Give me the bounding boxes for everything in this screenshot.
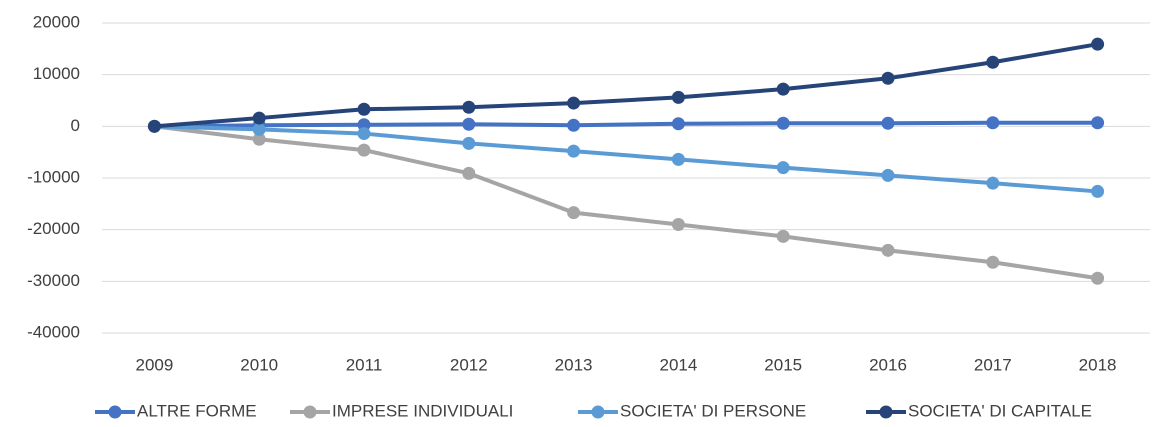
y-tick-label: 0 — [71, 116, 80, 135]
legend-marker — [303, 405, 317, 419]
legend-marker — [879, 405, 893, 419]
y-tick-label: -30000 — [27, 271, 80, 290]
data-point — [1091, 37, 1105, 51]
data-point — [567, 96, 581, 110]
data-point — [357, 127, 371, 141]
data-point — [1091, 116, 1105, 130]
legend-label: SOCIETA' DI PERSONE — [620, 401, 806, 420]
data-point — [776, 82, 790, 96]
series-line — [154, 120, 1098, 129]
legend-label: IMPRESE INDIVIDUALI — [332, 401, 513, 420]
x-tick-label: 2015 — [764, 355, 802, 374]
y-tick-label: -20000 — [27, 219, 80, 238]
data-point — [1091, 271, 1105, 285]
data-point — [671, 117, 685, 131]
data-point — [986, 176, 1000, 190]
x-tick-label: 2011 — [346, 355, 383, 374]
data-point — [776, 161, 790, 175]
y-tick-label: -10000 — [27, 167, 80, 186]
data-point — [357, 102, 371, 116]
y-tick-label: 10000 — [33, 64, 80, 83]
data-point — [252, 111, 266, 125]
data-point — [1091, 184, 1105, 198]
data-point — [986, 255, 1000, 269]
data-point — [776, 116, 790, 130]
x-tick-label: 2009 — [135, 355, 173, 374]
data-point — [567, 144, 581, 158]
series-line — [154, 124, 1098, 281]
data-point — [881, 71, 895, 85]
x-tick-label: 2013 — [555, 355, 593, 374]
x-tick-label: 2017 — [974, 355, 1012, 374]
data-point — [567, 206, 581, 220]
legend-label: ALTRE FORME — [137, 401, 257, 420]
series-line — [154, 124, 1098, 194]
x-tick-label: 2012 — [450, 355, 488, 374]
x-tick-label: 2010 — [240, 355, 278, 374]
y-tick-label: 20000 — [33, 12, 80, 31]
data-point — [986, 116, 1000, 130]
y-tick-label: -40000 — [27, 322, 80, 341]
legend-marker — [591, 405, 605, 419]
data-point — [462, 100, 476, 114]
data-point — [462, 166, 476, 180]
x-tick-label: 2014 — [659, 355, 697, 374]
data-point — [986, 55, 1000, 69]
x-tick-label: 2016 — [869, 355, 907, 374]
data-point — [671, 218, 685, 231]
data-point — [567, 118, 581, 132]
series-line — [154, 42, 1098, 129]
data-point — [357, 143, 371, 157]
data-point — [462, 136, 476, 150]
data-point — [147, 119, 161, 133]
data-point — [776, 229, 790, 243]
legend-label: SOCIETA' DI CAPITALE — [908, 401, 1092, 420]
data-point — [881, 243, 895, 257]
data-point — [252, 122, 266, 136]
legend-marker — [108, 405, 122, 419]
data-point — [252, 132, 266, 146]
x-tick-label: 2018 — [1079, 355, 1117, 374]
data-point — [671, 152, 685, 166]
data-point — [462, 117, 476, 131]
data-point — [881, 168, 895, 182]
data-point — [671, 90, 685, 104]
data-point — [881, 116, 895, 130]
